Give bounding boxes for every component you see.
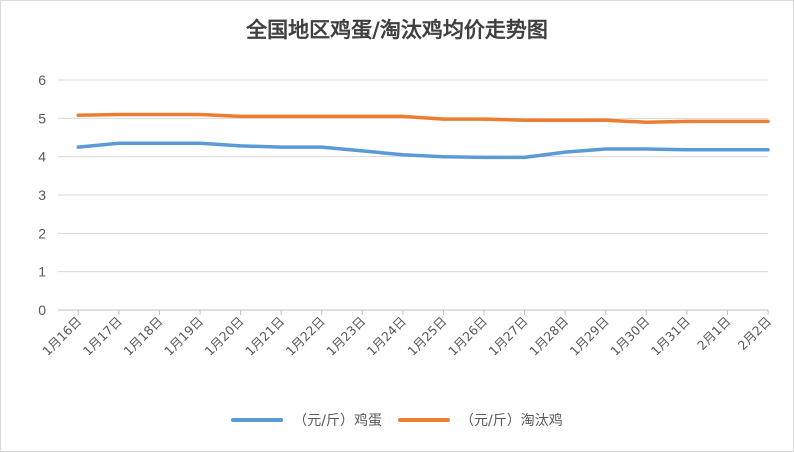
x-tick-label: 1月22日 — [283, 314, 328, 359]
x-tick-label: 1月20日 — [202, 314, 247, 359]
series-lines — [76, 112, 770, 160]
legend-label-culled-hen: （元/斤）淘汰鸡 — [460, 413, 563, 429]
x-tick-label: 1月24日 — [364, 314, 409, 359]
y-tick-label: 4 — [38, 149, 46, 165]
x-tick-label: 2月2日 — [735, 314, 775, 354]
x-tick-label: 1月30日 — [607, 314, 652, 359]
y-tick-label: 2 — [38, 225, 46, 241]
x-axis-ticks: 1月16日1月17日1月18日1月19日1月20日1月21日1月22日1月23日… — [39, 310, 774, 359]
chart-title: 全国地区鸡蛋/淘汰鸡均价走势图 — [246, 18, 548, 42]
legend-label-egg: （元/斤）鸡蛋 — [293, 413, 382, 429]
x-tick-label: 1月27日 — [486, 314, 531, 359]
x-tick-label: 1月31日 — [648, 314, 693, 359]
x-tick-label: 1月16日 — [39, 314, 84, 359]
y-tick-label: 1 — [38, 264, 46, 280]
x-tick-label: 1月26日 — [445, 314, 490, 359]
x-tick-label: 1月18日 — [120, 314, 165, 359]
y-tick-label: 3 — [38, 187, 46, 203]
legend: （元/斤）鸡蛋 （元/斤）淘汰鸡 — [0, 410, 794, 430]
x-tick-label: 1月19日 — [161, 314, 206, 359]
legend-swatch-egg — [231, 418, 284, 422]
legend-swatch-culled-hen — [398, 418, 450, 422]
y-tick-label: 0 — [38, 302, 46, 318]
x-tick-label: 1月23日 — [323, 314, 368, 359]
legend-item-egg: （元/斤）鸡蛋 — [231, 410, 382, 430]
legend-item-culled-hen: （元/斤）淘汰鸡 — [398, 410, 563, 430]
x-tick-label: 1月28日 — [526, 314, 571, 359]
x-tick-label: 1月25日 — [404, 314, 449, 359]
x-tick-label: 1月29日 — [567, 314, 612, 359]
x-tick-label: 1月17日 — [80, 314, 125, 359]
series-line-egg — [76, 141, 770, 160]
series-line-culled-hen — [76, 112, 770, 124]
x-tick-label: 1月21日 — [242, 314, 287, 359]
x-tick-label: 2月1日 — [694, 314, 734, 354]
y-tick-label: 6 — [38, 72, 46, 88]
y-axis-ticks: 0 1 2 3 4 5 6 — [38, 72, 46, 318]
y-tick-label: 5 — [38, 110, 46, 126]
